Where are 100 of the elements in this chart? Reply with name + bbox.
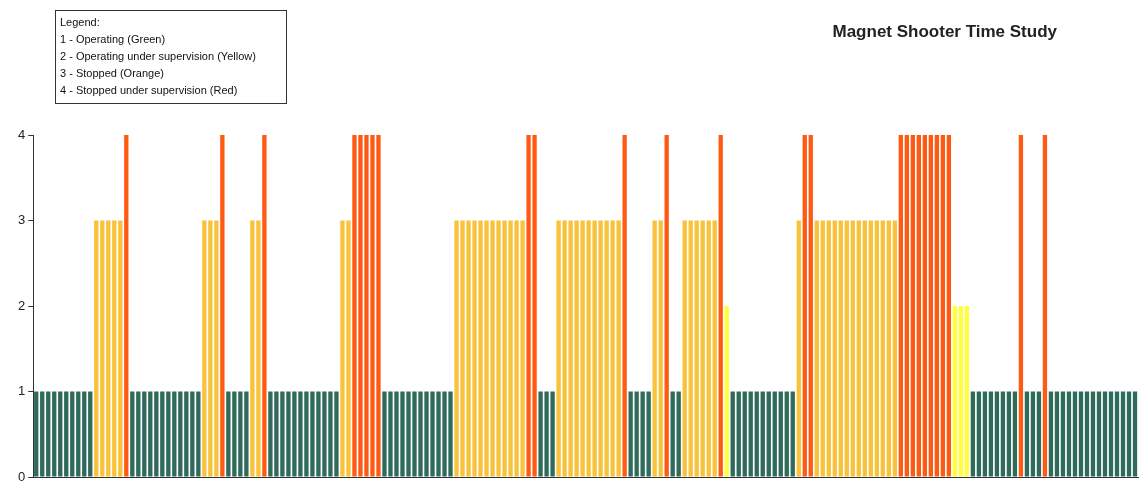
y-tick-label: 1	[18, 383, 26, 399]
bar	[952, 306, 958, 477]
bar	[946, 135, 952, 477]
text: 2 - Operating under supervision (Yellow)	[60, 49, 256, 64]
bar	[682, 220, 687, 477]
bar	[1000, 391, 1006, 477]
bar	[808, 135, 813, 477]
bar	[178, 391, 183, 477]
y-tick-label: 2	[18, 297, 26, 313]
text: 4 - Stopped under supervision (Red)	[60, 83, 239, 98]
bar	[70, 391, 75, 477]
bar	[754, 391, 759, 477]
bar	[154, 391, 159, 477]
bar	[994, 391, 1000, 477]
bar	[862, 220, 867, 477]
bar	[886, 220, 891, 477]
bar	[1090, 391, 1096, 477]
bar	[712, 220, 717, 477]
bar	[718, 135, 723, 477]
bar	[1114, 391, 1120, 477]
bar	[1030, 391, 1036, 477]
bar	[790, 391, 795, 477]
bar	[112, 220, 117, 477]
bar	[46, 391, 51, 477]
bar	[658, 220, 663, 477]
bar	[784, 391, 789, 477]
bar	[736, 391, 741, 477]
bar	[982, 391, 988, 477]
bar	[1060, 391, 1066, 477]
bar	[814, 220, 819, 477]
bar	[760, 391, 765, 477]
bar	[124, 135, 129, 477]
bar	[1036, 391, 1042, 477]
bar	[1018, 135, 1024, 477]
bar	[82, 391, 87, 477]
bar	[52, 391, 57, 477]
bar	[148, 391, 153, 477]
chart-title: Magnet Shooter Time Study	[832, 22, 1057, 42]
y-tick-label: 0	[18, 468, 26, 484]
bar	[964, 306, 970, 477]
bar	[94, 220, 99, 477]
bar	[130, 391, 135, 477]
bar	[892, 220, 897, 477]
bar	[1024, 391, 1030, 477]
bar	[136, 391, 141, 477]
bar	[916, 135, 922, 477]
bar	[856, 220, 861, 477]
bar	[970, 391, 976, 477]
bar	[880, 220, 885, 477]
bar	[622, 135, 627, 477]
bar	[868, 220, 873, 477]
bar	[76, 391, 81, 477]
bar	[1126, 391, 1132, 477]
bar	[160, 391, 165, 477]
bar	[1078, 391, 1084, 477]
bar	[1108, 391, 1114, 477]
bar	[826, 220, 831, 477]
bar	[904, 135, 909, 477]
bar	[988, 391, 994, 477]
bar	[838, 220, 843, 477]
bar	[724, 306, 729, 477]
bar	[1012, 391, 1018, 477]
bar	[670, 391, 675, 477]
bar	[898, 135, 903, 477]
bar	[934, 135, 940, 477]
bar	[652, 220, 657, 477]
bar	[874, 220, 879, 477]
bar	[694, 220, 699, 477]
text: Legend:	[60, 15, 101, 30]
bar	[700, 220, 705, 477]
bar	[922, 135, 928, 477]
bar	[1084, 391, 1090, 477]
bar	[172, 391, 177, 477]
bar	[1120, 391, 1126, 477]
bar	[1066, 391, 1072, 477]
bar	[1132, 391, 1138, 477]
bar	[688, 220, 693, 477]
bar	[850, 220, 855, 477]
bar	[1072, 391, 1078, 477]
bar	[664, 135, 669, 477]
bar	[742, 391, 747, 477]
bar	[796, 220, 801, 477]
bar	[820, 220, 825, 477]
text: 1 - Operating (Green)	[60, 32, 167, 47]
bar	[928, 135, 934, 477]
bar	[772, 391, 777, 477]
bar	[64, 391, 69, 477]
bar	[706, 220, 711, 477]
bar	[676, 391, 681, 477]
bar	[844, 220, 849, 477]
bar	[1054, 391, 1060, 477]
bar	[802, 135, 807, 477]
bar	[730, 391, 735, 477]
bar	[106, 220, 111, 477]
bar	[118, 220, 123, 477]
bar	[88, 391, 93, 477]
bar	[1096, 391, 1102, 477]
bar	[958, 306, 964, 477]
bar	[34, 391, 39, 477]
bar	[184, 391, 189, 477]
